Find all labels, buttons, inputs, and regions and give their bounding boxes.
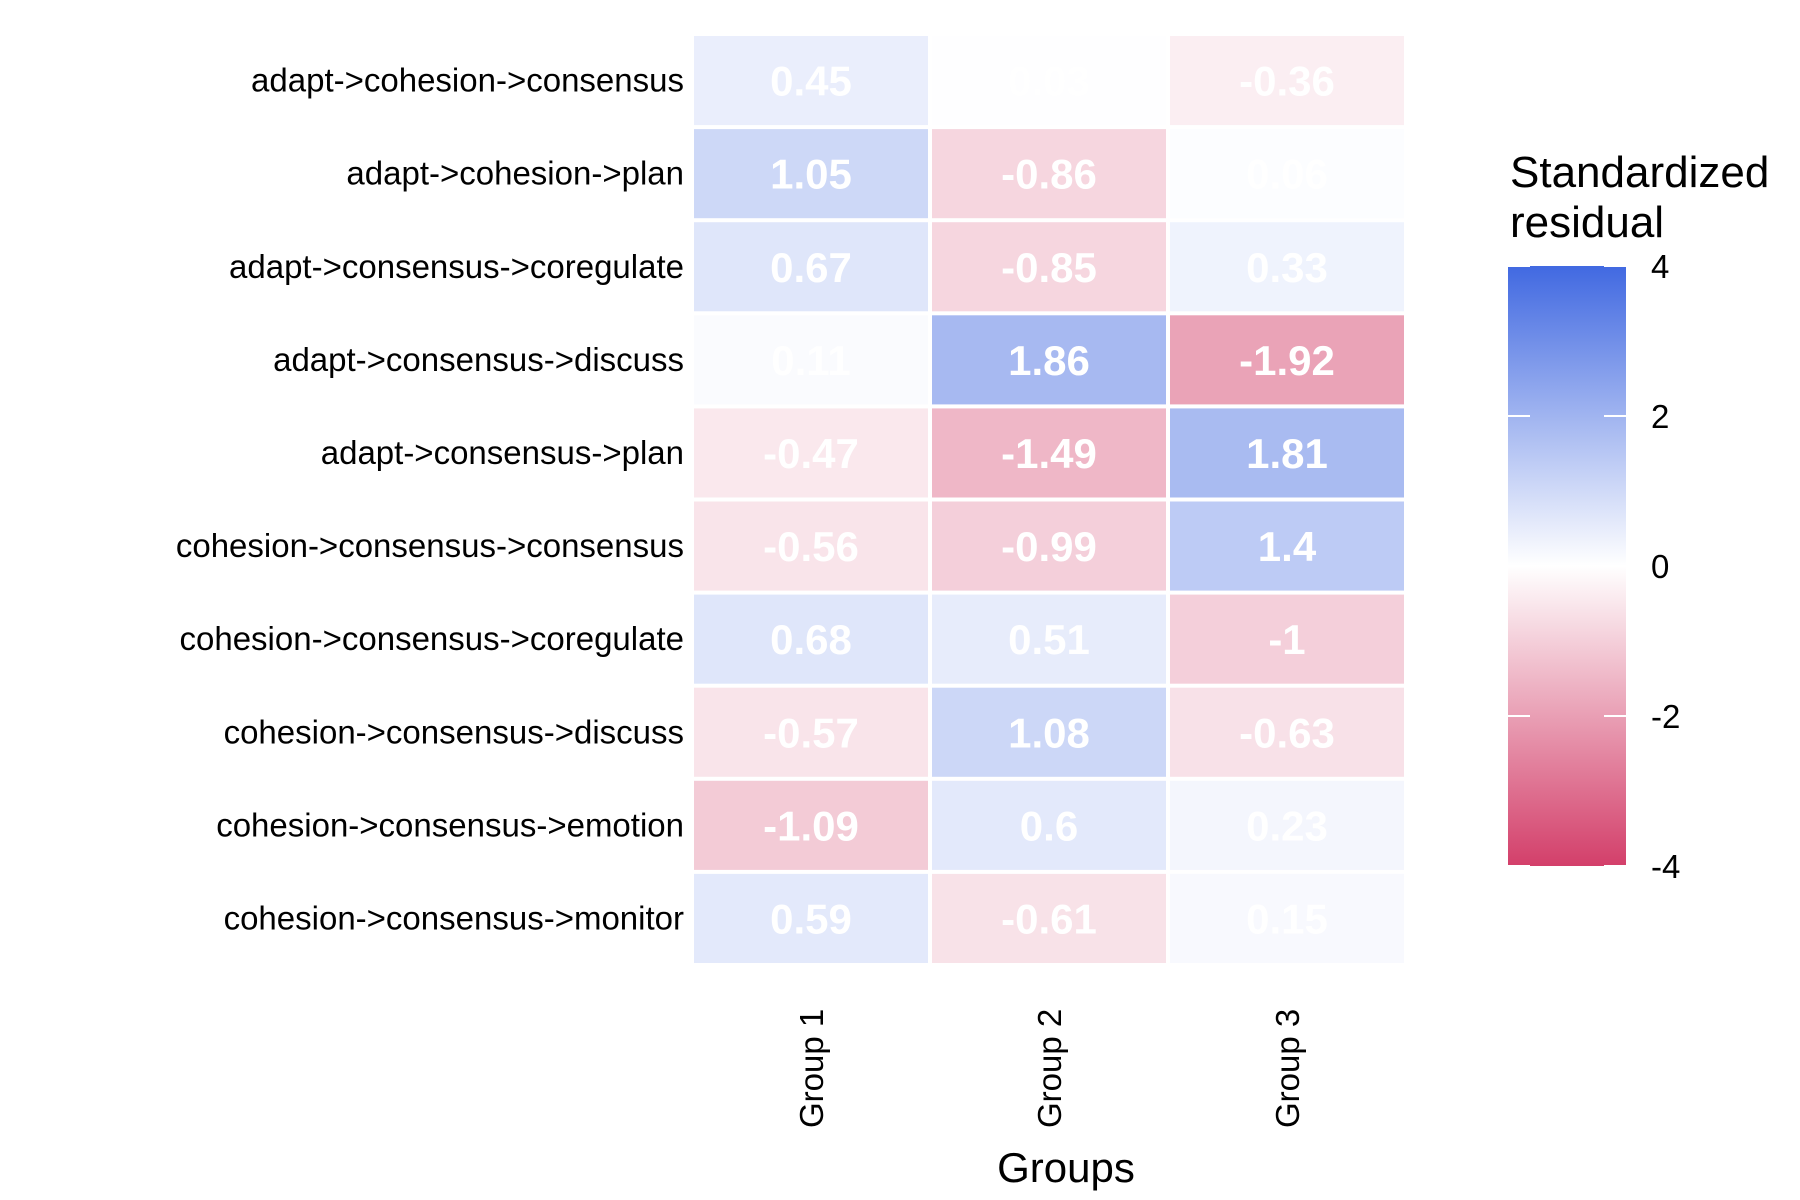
cell-value-label: 0.06 (1246, 151, 1328, 198)
heatmap-cell (932, 129, 1166, 219)
column-label: Group 1 (793, 1009, 830, 1128)
heatmap-cell (1170, 873, 1404, 963)
heatmap-cell (694, 408, 928, 498)
legend-title-line-1: Standardized (1510, 148, 1769, 197)
cell-value-label: -0.99 (1001, 523, 1097, 570)
cell-value-label: -0.85 (1001, 244, 1097, 291)
heatmap-cell (1170, 222, 1404, 312)
cell-value-label: 1.4 (1258, 523, 1317, 570)
cell-value-label: 1.05 (770, 151, 852, 198)
heatmap-cell (932, 501, 1166, 591)
legend-tick-label: -2 (1651, 698, 1680, 735)
row-label: cohesion->consensus->coregulate (180, 620, 685, 657)
heatmap-cell (932, 408, 1166, 498)
cell-value-label: 0.59 (770, 895, 852, 942)
cell-value-label: 0.67 (770, 244, 852, 291)
heatmap-cell (932, 36, 1166, 126)
row-label: cohesion->consensus->discuss (224, 713, 684, 750)
heatmap-cell (1170, 687, 1404, 777)
heatmap-cell (694, 501, 928, 591)
cell-value-label: 0.51 (1008, 616, 1090, 663)
x-axis-title: Groups (997, 1144, 1135, 1191)
cell-value-label: 0.33 (1246, 244, 1328, 291)
row-label: cohesion->consensus->monitor (224, 899, 684, 936)
heatmap-cell (694, 129, 928, 219)
cell-value-label: 0.15 (1246, 895, 1328, 942)
heatmap-cell (1170, 315, 1404, 405)
cell-value-label: 0.68 (770, 616, 852, 663)
cell-value-label: -0.47 (763, 430, 859, 477)
heatmap-cell (932, 315, 1166, 405)
cell-value-label: 0.6 (1020, 802, 1078, 849)
heatmap-cell (932, 594, 1166, 684)
cell-value-label: 0.11 (771, 337, 850, 384)
legend-title-line-2: residual (1510, 198, 1664, 247)
column-label: Group 2 (1031, 1009, 1068, 1128)
heatmap-cell (1170, 501, 1404, 591)
cell-value-label: -0.61 (1001, 895, 1097, 942)
color-legend: Standardized residual 4 2 0 -2 -4 (1508, 148, 1769, 885)
cell-value-label: -1.92 (1239, 337, 1335, 384)
cell-value-label: 1.08 (1008, 709, 1090, 756)
heatmap-cell (1170, 129, 1404, 219)
heatmap-cell (932, 873, 1166, 963)
column-label: Group 3 (1269, 1009, 1306, 1128)
cell-value-label: -1.09 (763, 802, 859, 849)
cell-value-label: 0.45 (770, 58, 852, 105)
row-label: cohesion->consensus->consensus (176, 527, 684, 564)
heatmap-cell (932, 222, 1166, 312)
row-label: adapt->cohesion->plan (346, 155, 684, 192)
heatmap-cell (694, 780, 928, 870)
legend-tick-label: 4 (1651, 248, 1669, 285)
heatmap-cell (694, 873, 928, 963)
cell-value-label: 1.86 (1008, 337, 1090, 384)
column-labels: Group 1 Group 2 Group 3 (793, 1009, 1306, 1128)
heatmap-cell (694, 222, 928, 312)
cell-value-label: -0.63 (1239, 709, 1335, 756)
cell-value-label: -0.86 (1001, 151, 1097, 198)
row-label: adapt->cohesion->consensus (251, 62, 684, 99)
legend-tick-label: -4 (1651, 848, 1680, 885)
cell-value-label: 0.03 (1008, 58, 1090, 105)
row-label: adapt->consensus->coregulate (229, 248, 684, 285)
cell-value-label: -0.57 (763, 709, 859, 756)
row-labels: adapt->cohesion->consensus adapt->cohesio… (176, 62, 684, 937)
legend-tick-label: 0 (1651, 548, 1669, 585)
heatmap-cell (1170, 36, 1404, 126)
cell-value-label: -1 (1268, 616, 1305, 663)
heatmap-cell (694, 36, 928, 126)
heatmap-cell (694, 315, 928, 405)
cell-value-label: -1.49 (1001, 430, 1097, 477)
row-label: adapt->consensus->discuss (273, 341, 684, 378)
heatmap-cell (932, 780, 1166, 870)
heatmap-cells: 0.45 0.03 -0.36 1.05 -0.86 0.06 0.67 -0.85 0.33 0… (694, 36, 1404, 963)
cell-value-label: -0.36 (1239, 58, 1335, 105)
row-label: adapt->consensus->plan (321, 434, 684, 471)
heatmap-cell (1170, 408, 1404, 498)
cell-value-label: -0.56 (763, 523, 859, 570)
heatmap-cell (694, 594, 928, 684)
heatmap-cell (932, 687, 1166, 777)
row-label: cohesion->consensus->emotion (216, 806, 684, 843)
heatmap-cell (1170, 594, 1404, 684)
cell-value-label: 0.23 (1246, 802, 1328, 849)
heatmap-cell (694, 687, 928, 777)
cell-value-label: 1.81 (1246, 430, 1328, 477)
heatmap-cell (1170, 780, 1404, 870)
legend-ticks: 4 2 0 -2 -4 (1508, 248, 1680, 885)
legend-tick-label: 2 (1651, 398, 1669, 435)
